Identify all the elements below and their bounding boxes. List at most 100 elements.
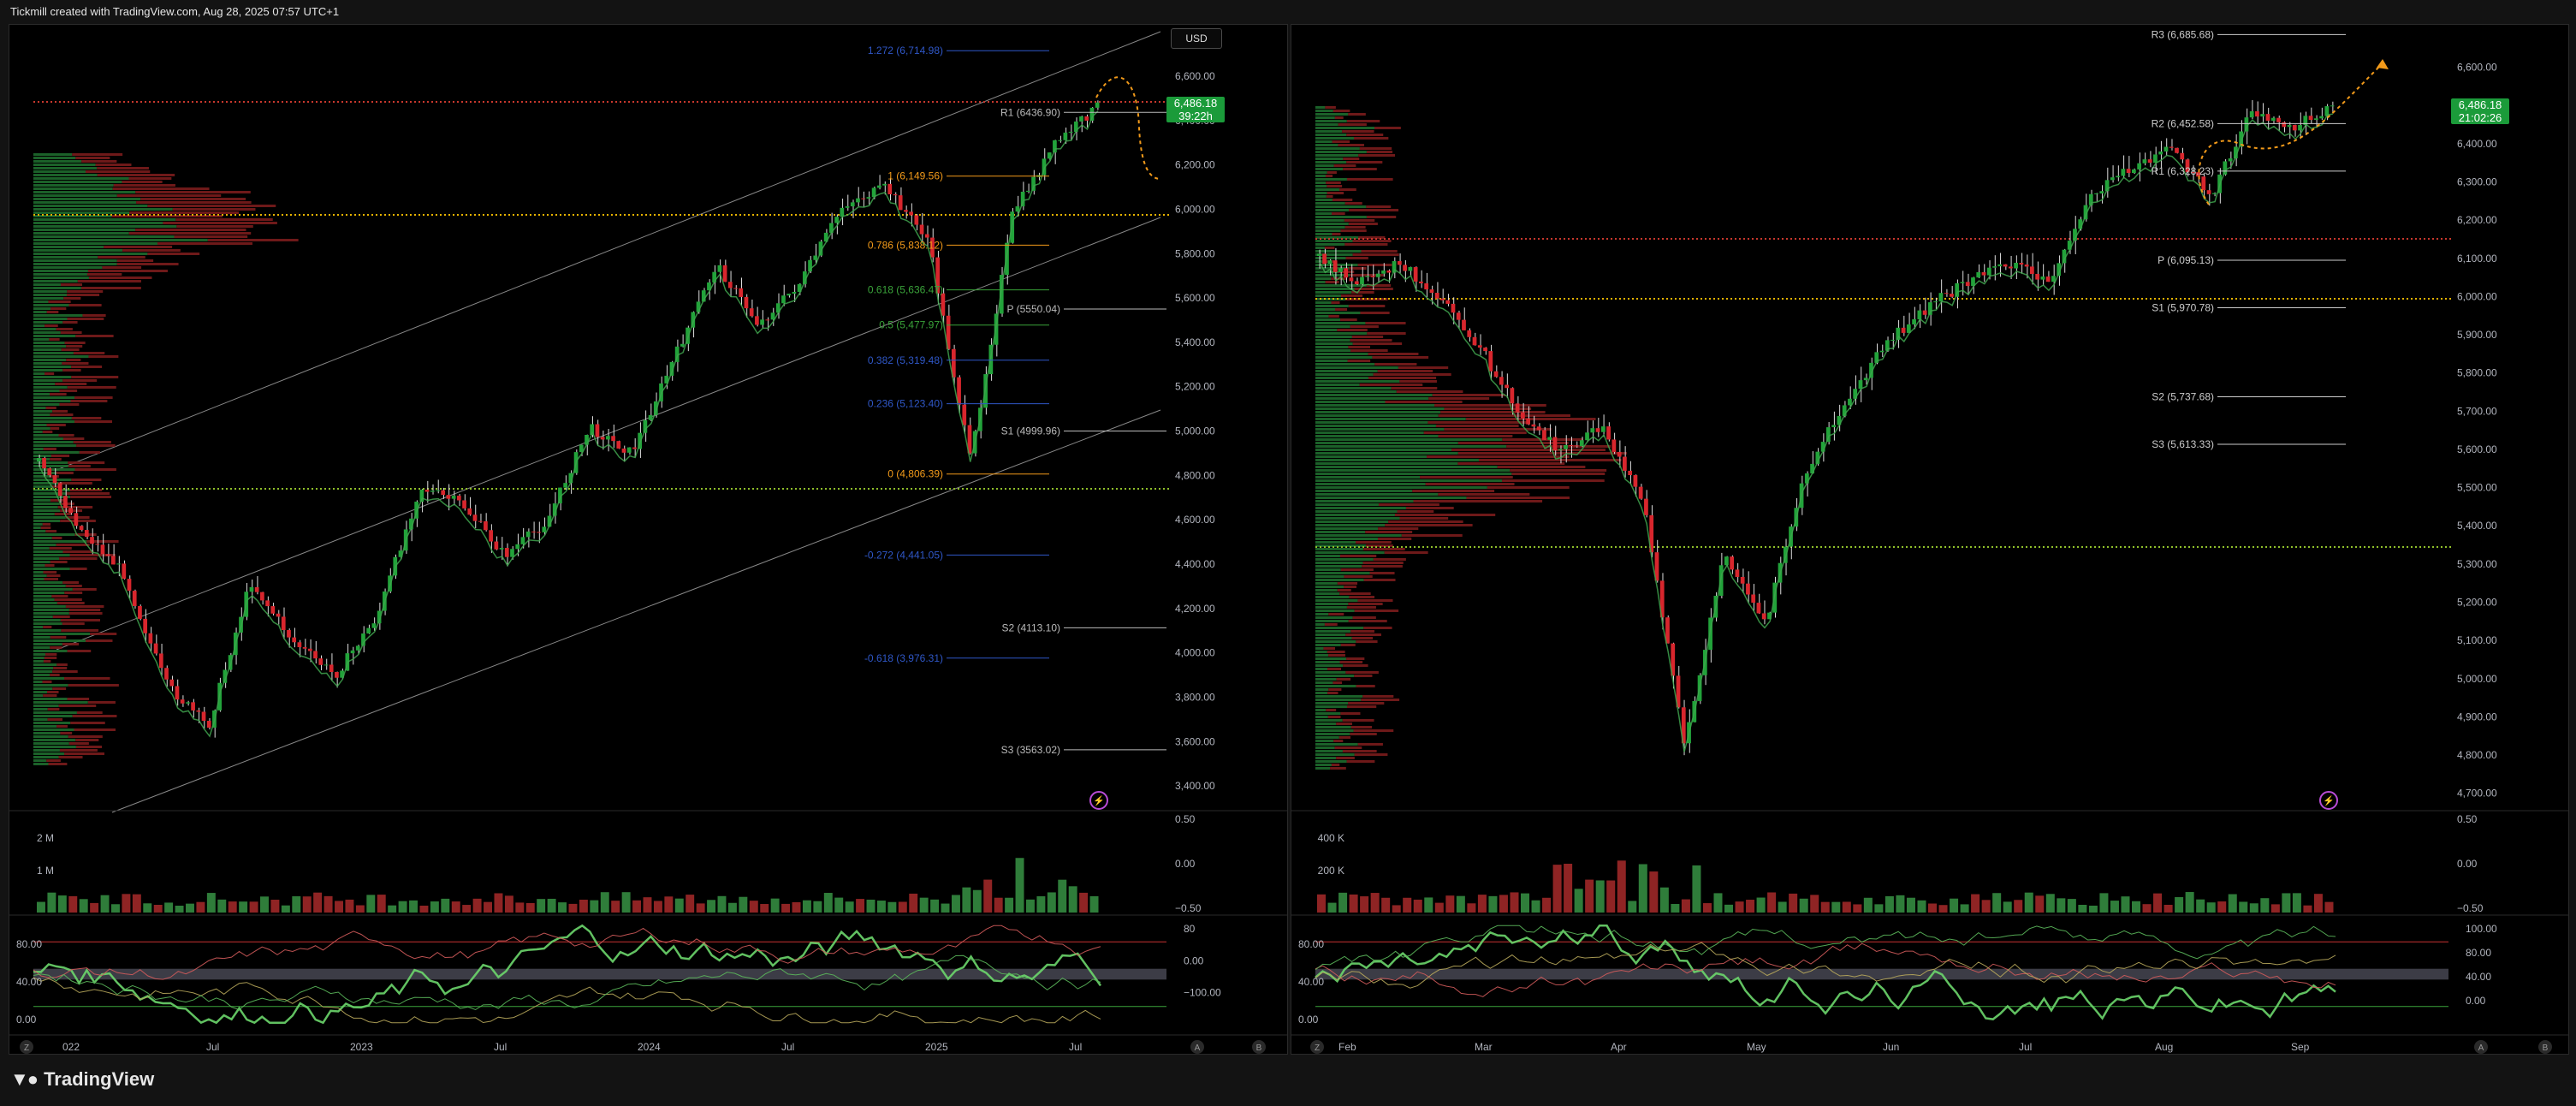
volume-bar — [122, 894, 131, 913]
volume-profile-bar-up — [33, 533, 75, 536]
volume-bar — [611, 901, 620, 913]
volume-profile-bar-down — [43, 626, 52, 628]
price-axis-label: 5,200.00 — [1175, 381, 1215, 393]
volume-profile-bar-up — [1315, 726, 1351, 728]
volume-profile-bar-down — [1327, 668, 1342, 670]
candle-down — [935, 257, 941, 294]
left-chart-panel[interactable]: 1.272 (6,714.98) R1 (6436.90) 1 (6,149.56)… — [9, 24, 1288, 1055]
volume-bar — [1617, 860, 1626, 913]
volume-profile-bar-down — [1363, 627, 1392, 629]
volume-profile-bar-up — [33, 561, 50, 563]
volume-profile-bar-down — [50, 646, 62, 649]
volume-profile-bar-down — [1368, 353, 1419, 355]
candle-up — [2158, 151, 2163, 155]
candle-up — [1408, 267, 1413, 271]
candle-down — [946, 315, 951, 349]
candle-down — [47, 468, 52, 476]
volume-profile-bar-down — [1345, 671, 1379, 674]
volume-profile-bar-down — [65, 605, 104, 608]
volume-profile-bar-down — [1366, 205, 1392, 208]
volume-profile-bar-down — [1369, 572, 1395, 574]
volume-profile-bar-down — [1328, 613, 1344, 615]
price-axis-label: 6,200.00 — [1175, 159, 1215, 171]
volume-profile-bar-up — [1315, 253, 1353, 256]
volume-profile-bar-up — [1315, 699, 1362, 701]
candle-up — [1375, 273, 1380, 277]
time-axis-label: Feb — [1338, 1041, 1356, 1053]
volume-profile-bar-down — [72, 588, 97, 591]
volume-profile-bar-up — [1315, 716, 1328, 718]
volume-profile-bar-up — [33, 670, 53, 673]
candle-up — [2014, 263, 2018, 269]
volume-profile-bar-down — [1324, 247, 1335, 249]
lightning-glyph: ⚡ — [1093, 795, 1105, 806]
volume-profile-bar-up — [1315, 250, 1362, 253]
candle-down — [143, 618, 148, 633]
volume-profile-bar-up — [33, 396, 75, 399]
volume-profile-bar-down — [140, 198, 246, 200]
price-axis-label: 5,200.00 — [2457, 597, 2497, 609]
price-axis-label: 4,400.00 — [1175, 558, 1215, 570]
volume-profile-bar-up — [33, 547, 50, 550]
candle-up — [186, 702, 190, 704]
candle-up — [510, 549, 514, 557]
volume-bar — [1413, 899, 1422, 913]
volume-profile-bar-down — [50, 427, 60, 430]
candle-down — [254, 586, 259, 592]
footer-brand[interactable]: ▼● TradingView — [10, 1068, 154, 1091]
candle-down — [105, 554, 110, 556]
volume-profile-bar-up — [33, 208, 173, 211]
volume-profile-bar-up — [1315, 110, 1333, 112]
volume-profile-bar-down — [62, 362, 89, 365]
candle-up — [451, 496, 456, 499]
volume-profile-bar-down — [1359, 147, 1392, 150]
candle-up — [2234, 146, 2238, 159]
volume-profile-bar-up — [1315, 606, 1347, 609]
candle-down — [1434, 293, 1439, 299]
volume-profile-bar-up — [33, 249, 123, 252]
candle-down — [1467, 330, 1472, 337]
candle-down — [1644, 498, 1648, 515]
time-axis-label: May — [1747, 1041, 1766, 1053]
left-chart-canvas[interactable]: 1.272 (6,714.98) R1 (6436.90) 1 (6,149.56)… — [9, 25, 1287, 1054]
volume-profile-bar-up — [1315, 589, 1338, 592]
time-axis-label: Apr — [1611, 1041, 1627, 1053]
volume-profile-bar-up — [1315, 373, 1374, 376]
volume-profile-bar-down — [54, 513, 72, 515]
candle-down — [2292, 124, 2297, 131]
volume-profile-bar-down — [71, 376, 119, 378]
volume-profile-bar-up — [1315, 209, 1350, 211]
volume-profile-bar-up — [1315, 137, 1354, 140]
forecast-arrowhead — [2377, 59, 2389, 69]
candle-down — [1521, 412, 1525, 419]
volume-profile-bar-up — [1315, 185, 1327, 187]
volume-profile-bar-down — [1413, 500, 1543, 502]
volume-bar — [1638, 864, 1647, 913]
volume-profile-bar-down — [1365, 322, 1406, 324]
candle-up — [1820, 442, 1825, 452]
volume-profile-bar-down — [113, 184, 175, 187]
volume-profile-bar-up — [33, 372, 45, 375]
volume-profile-bar-up — [33, 283, 61, 286]
volume-profile-bar-down — [1353, 137, 1389, 140]
volume-profile-bar-up — [1315, 175, 1326, 177]
candle-down — [600, 437, 605, 440]
right-chart-canvas[interactable]: R3 (6,685.68) R2 (6,452.58) R1 (6,328.23) P… — [1291, 25, 2568, 1054]
volume-profile-bar-up — [33, 170, 86, 173]
right-chart-panel[interactable]: R3 (6,685.68) R2 (6,452.58) R1 (6,328.23) P… — [1291, 24, 2569, 1055]
candle-down — [153, 643, 158, 654]
currency-button[interactable]: USD — [1171, 28, 1222, 49]
volume-profile-bar-up — [1315, 685, 1356, 687]
brand-name: TradingView — [44, 1068, 155, 1090]
volume-profile-bar-down — [112, 187, 210, 190]
candle-down — [1354, 281, 1359, 284]
candle-up — [2313, 118, 2318, 121]
candle-up — [1896, 327, 1901, 340]
volume-profile-bar-up — [33, 684, 68, 687]
volume-profile-bar-up — [1315, 298, 1346, 300]
volume-profile-bar-up — [1315, 397, 1429, 400]
candle-down — [1654, 552, 1659, 581]
volume-bar — [1381, 897, 1391, 913]
candle-up — [1564, 444, 1568, 449]
volume-profile-bar-up — [33, 407, 46, 409]
